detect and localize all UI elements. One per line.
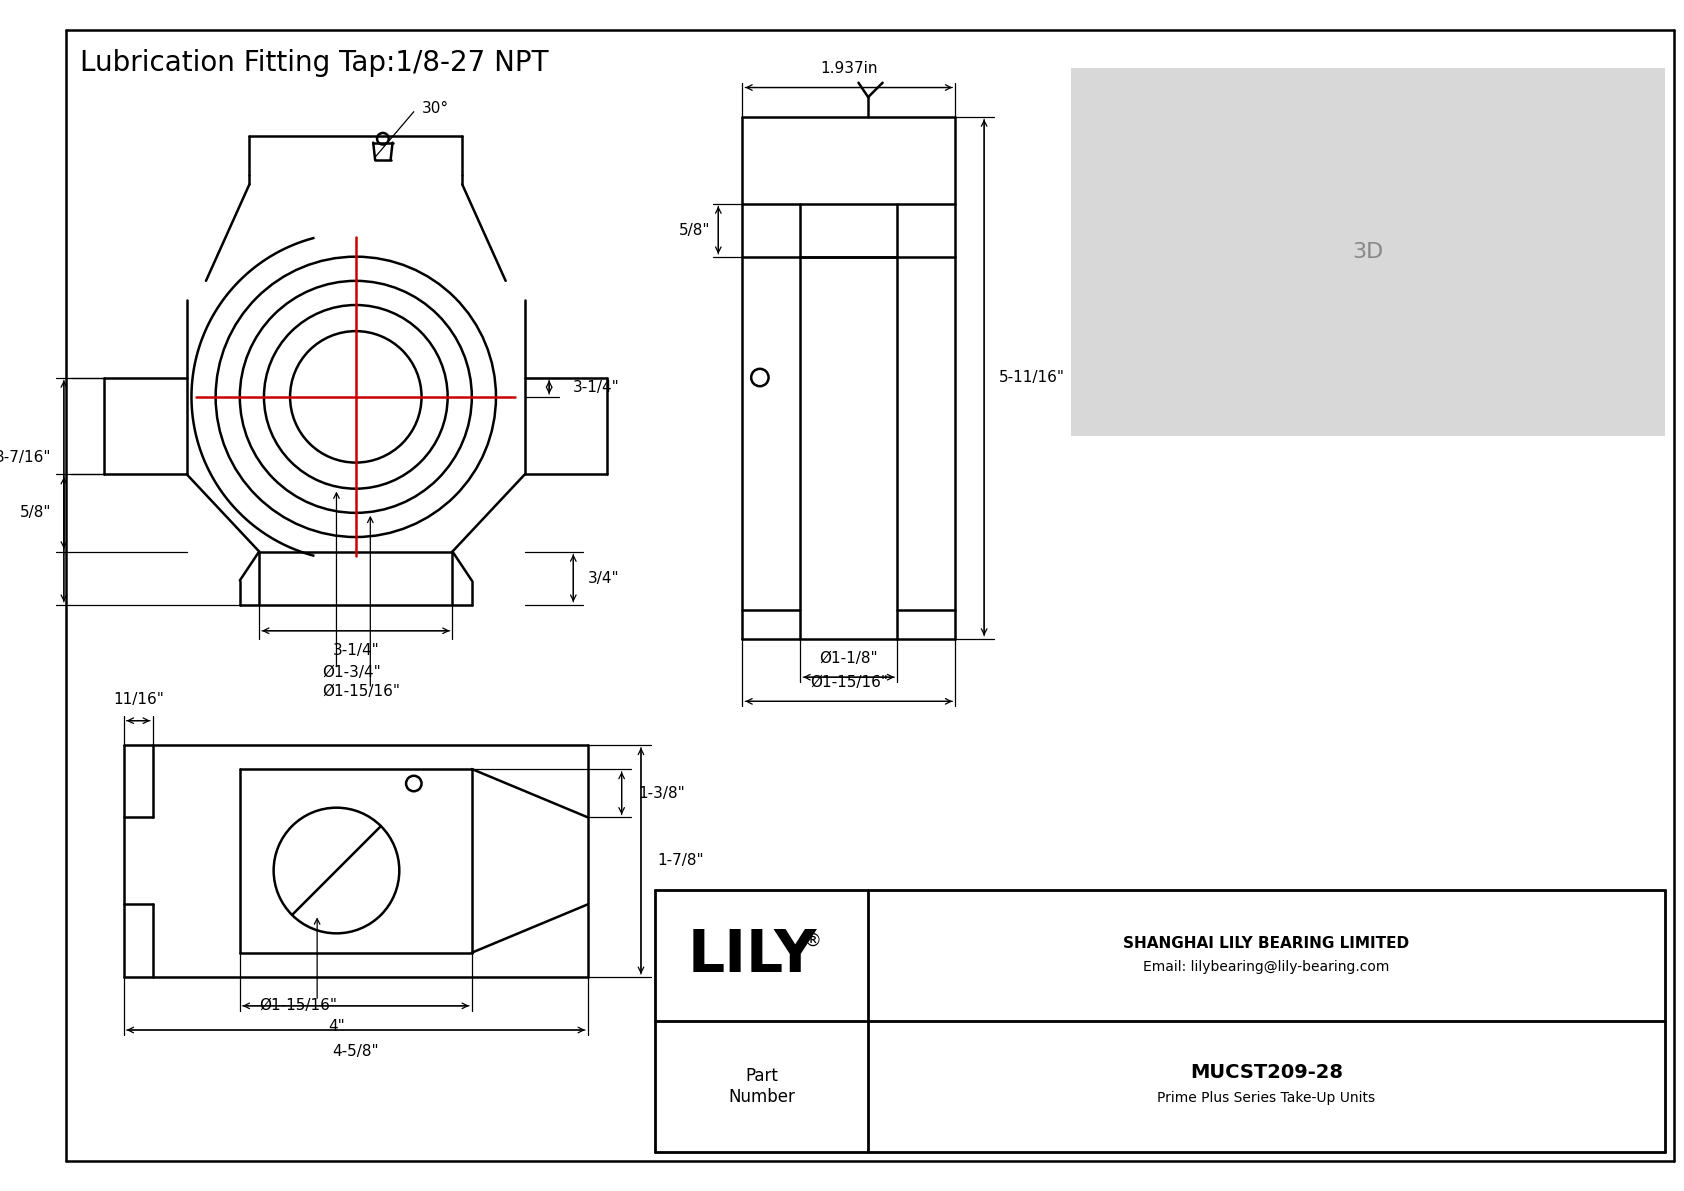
Text: ®: ® bbox=[803, 931, 822, 950]
Text: LILY: LILY bbox=[687, 927, 817, 984]
Text: Lubrication Fitting Tap:1/8-27 NPT: Lubrication Fitting Tap:1/8-27 NPT bbox=[81, 49, 549, 77]
Text: MUCST209-28: MUCST209-28 bbox=[1191, 1064, 1342, 1083]
Text: Ø1-3/4": Ø1-3/4" bbox=[322, 665, 381, 680]
Text: 3-7/16": 3-7/16" bbox=[0, 449, 51, 464]
Text: 5/8": 5/8" bbox=[20, 505, 51, 520]
Text: 11/16": 11/16" bbox=[113, 692, 163, 707]
Text: Ø1-15/16": Ø1-15/16" bbox=[259, 998, 337, 1014]
Text: 4-5/8": 4-5/8" bbox=[332, 1043, 379, 1059]
Text: 1-3/8": 1-3/8" bbox=[638, 786, 685, 800]
Text: 3/4": 3/4" bbox=[588, 570, 620, 586]
Text: 30°: 30° bbox=[421, 101, 448, 117]
Text: SHANGHAI LILY BEARING LIMITED: SHANGHAI LILY BEARING LIMITED bbox=[1123, 936, 1410, 952]
Text: Ø1-15/16": Ø1-15/16" bbox=[810, 675, 887, 690]
Text: 3-1/4": 3-1/4" bbox=[573, 380, 620, 394]
Text: Ø1-15/16": Ø1-15/16" bbox=[322, 684, 401, 699]
Text: 1-7/8": 1-7/8" bbox=[657, 853, 704, 868]
Text: Prime Plus Series Take-Up Units: Prime Plus Series Take-Up Units bbox=[1157, 1091, 1376, 1105]
Text: 3-1/4": 3-1/4" bbox=[332, 643, 379, 657]
Text: 1.937in: 1.937in bbox=[820, 61, 877, 76]
Text: 5-11/16": 5-11/16" bbox=[999, 370, 1064, 385]
Text: Email: lilybearing@lily-bearing.com: Email: lilybearing@lily-bearing.com bbox=[1143, 960, 1389, 974]
Text: 4": 4" bbox=[328, 1019, 345, 1034]
Text: 5/8": 5/8" bbox=[679, 223, 711, 237]
Text: Ø1-1/8": Ø1-1/8" bbox=[820, 650, 877, 666]
Bar bbox=[1071, 68, 1665, 436]
Text: Part
Number: Part Number bbox=[729, 1067, 795, 1105]
Text: 3D: 3D bbox=[1352, 242, 1384, 262]
